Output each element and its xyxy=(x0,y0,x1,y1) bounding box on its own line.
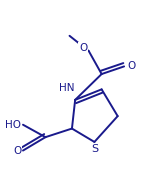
Text: O: O xyxy=(13,146,21,156)
Text: O: O xyxy=(127,61,136,71)
Text: S: S xyxy=(91,144,98,154)
Text: HO: HO xyxy=(5,120,21,130)
Text: O: O xyxy=(79,43,87,53)
Text: HN: HN xyxy=(59,83,75,93)
